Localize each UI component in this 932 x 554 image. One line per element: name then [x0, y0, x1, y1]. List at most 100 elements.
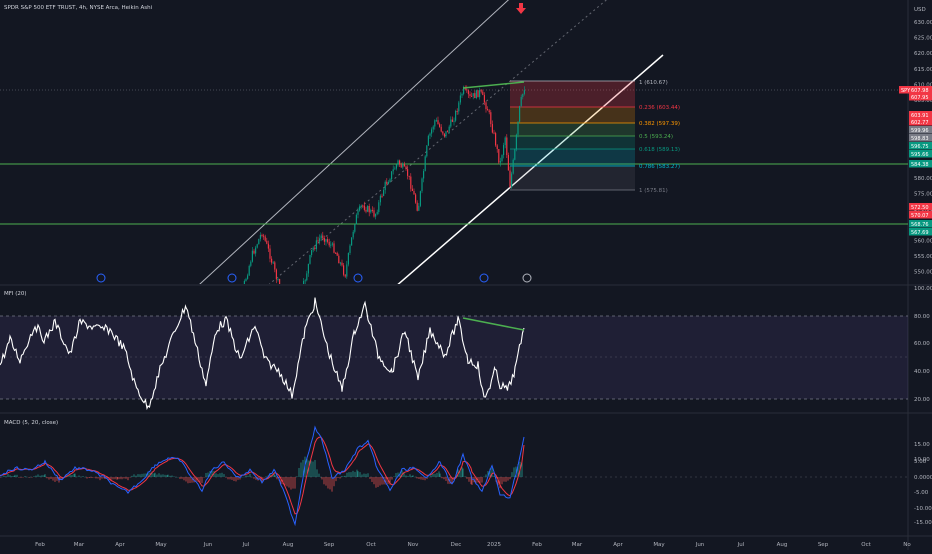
macd-hist-bar: [302, 459, 304, 477]
macd-hist-bar: [314, 459, 316, 477]
macd-hist-bar: [0, 477, 1, 478]
dividend-marker-icon[interactable]: [522, 273, 532, 283]
price-tick-label: 610.00: [914, 82, 932, 88]
candle-body: [315, 240, 317, 250]
candle-body: [325, 239, 327, 242]
macd-hist-bar: [103, 477, 105, 479]
macd-hist-bar: [211, 470, 213, 477]
candle-body: [247, 275, 249, 279]
candle-body: [259, 234, 261, 239]
down-arrow-marker[interactable]: [516, 3, 526, 14]
macd-hist-bar: [308, 460, 310, 477]
macd-hist-bar: [298, 467, 300, 477]
macd-hist-bar: [119, 477, 121, 480]
macd-tick-label: -10.00: [914, 506, 932, 512]
time-axis[interactable]: Feb Mar Apr May Jun Jul Aug Sep Oct Nov Dec 2025 Feb…: [35, 542, 911, 548]
macd-hist-bar: [393, 476, 395, 477]
time-tick-label: Feb: [532, 542, 542, 548]
mfi-pane[interactable]: MFI (20): [0, 291, 908, 411]
macd-pane[interactable]: MACD (5, 20, close): [0, 420, 908, 527]
macd-hist-bar: [418, 477, 420, 479]
candle-body: [312, 247, 314, 251]
price-label-badge: [909, 134, 932, 142]
candle-body: [381, 195, 383, 197]
candle-body: [384, 181, 386, 191]
candle-body: [482, 91, 484, 96]
channel-middle-line[interactable]: [215, 0, 630, 330]
candle-body: [341, 262, 343, 266]
mfi-divergence-line[interactable]: [462, 317, 525, 331]
candle-body: [349, 245, 351, 253]
candle-body: [435, 120, 437, 122]
macd-hist-bar: [443, 477, 445, 480]
event-markers[interactable]: [96, 273, 532, 283]
macd-hist-bar: [481, 477, 483, 483]
price-label-value: 584.38: [911, 162, 929, 168]
macd-hist-bar: [191, 477, 193, 483]
candle-body: [363, 205, 365, 210]
macd-hist-bar: [263, 477, 265, 478]
macd-hist-bar: [269, 473, 271, 477]
candle-body: [399, 160, 401, 165]
candle-body: [440, 126, 442, 132]
macd-hist-bar: [288, 477, 290, 488]
macd-hist-bar: [41, 475, 43, 477]
macd-hist-bar: [61, 477, 63, 480]
macd-hist-bar: [73, 473, 75, 477]
price-tick-label: 560.00: [914, 238, 932, 244]
candlestick-series[interactable]: [229, 85, 525, 332]
main-price-pane[interactable]: 1 (610.67) 0.236 (603.44) 0.382 (597.39)…: [0, 0, 908, 332]
price-label-badge: [909, 228, 932, 236]
macd-hist-bar: [491, 468, 493, 477]
fib-retracement[interactable]: 1 (610.67) 0.236 (603.44) 0.382 (597.39)…: [510, 80, 680, 194]
macd-hist-bar: [1, 476, 3, 478]
macd-hist-bar: [517, 464, 519, 477]
time-tick-label: Feb: [35, 542, 45, 548]
candle-body: [389, 179, 391, 182]
macd-hist-bar: [97, 477, 99, 479]
candle-body: [303, 281, 305, 284]
channel-lower-line[interactable]: [380, 54, 664, 300]
candle-body: [471, 95, 473, 97]
macd-hist-bar: [485, 474, 487, 477]
macd-hist-bar: [356, 469, 358, 477]
macd-tick-label: 10.00: [914, 457, 930, 463]
candle-body: [264, 236, 266, 241]
macd-hist-bar: [459, 469, 461, 477]
candle-body: [442, 131, 444, 134]
macd-hist-bar: [521, 460, 523, 477]
price-tick-label: 550.00: [914, 270, 932, 276]
macd-hist-bar: [241, 476, 243, 478]
macd-hist-bar: [333, 477, 335, 487]
event-marker-icon[interactable]: [479, 273, 489, 283]
channel-upper-line[interactable]: [150, 0, 530, 330]
macd-hist-bar: [35, 475, 37, 477]
macd-hist-bar: [422, 477, 424, 480]
price-label-badge: [909, 160, 932, 168]
macd-hist-bar: [177, 476, 179, 478]
event-marker-icon[interactable]: [227, 273, 237, 283]
mfi-line[interactable]: [0, 297, 525, 411]
price-label-value: 598.83: [911, 136, 929, 142]
candle-body: [323, 238, 325, 242]
macd-hist-bar: [5, 476, 7, 477]
price-label-badge: [909, 150, 932, 158]
event-marker-icon[interactable]: [96, 273, 106, 283]
candle-body: [351, 237, 353, 246]
macd-hist-bar: [91, 477, 93, 479]
macd-hist-bar: [86, 477, 88, 479]
candle-body: [469, 94, 471, 96]
candle-body: [368, 205, 370, 213]
price-divergence-line[interactable]: [462, 81, 525, 89]
event-marker-icon[interactable]: [353, 273, 363, 283]
macd-hist-bar: [82, 476, 84, 477]
macd-hist-bar: [151, 471, 153, 477]
macd-hist-bar: [52, 477, 54, 481]
mfi-tick-label: 100.00: [914, 286, 932, 292]
macd-hist-bar: [259, 477, 261, 479]
macd-hist-bar: [318, 473, 320, 477]
macd-line[interactable]: [0, 425, 525, 527]
macd-hist-bar: [434, 473, 436, 477]
